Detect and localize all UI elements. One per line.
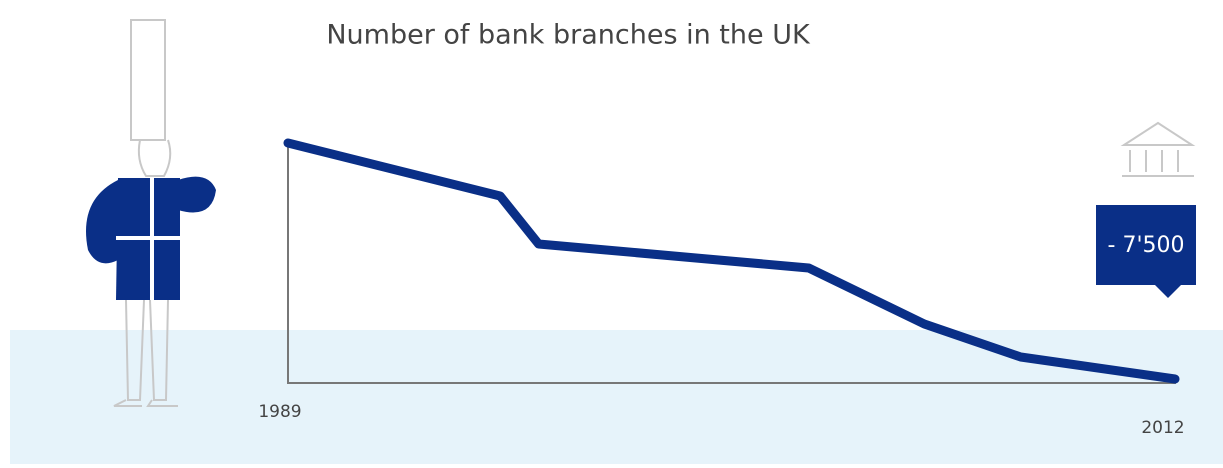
annotation-box-bg (1096, 205, 1196, 285)
guard-jacket (86, 176, 216, 300)
ground-band (10, 330, 1223, 464)
x-tick-label: 1989 (258, 402, 301, 422)
annotation-pointer (1154, 284, 1182, 298)
chart-title: Number of bank branches in the UK (326, 20, 811, 51)
data-line (283, 138, 1180, 384)
annotation: - 7'500 (1108, 233, 1185, 258)
bank-icon (1120, 121, 1196, 177)
guard-illustration (113, 19, 178, 407)
annotation-box: - 7'500 (1096, 205, 1196, 298)
x-tick-label: 2012 (1141, 418, 1184, 438)
